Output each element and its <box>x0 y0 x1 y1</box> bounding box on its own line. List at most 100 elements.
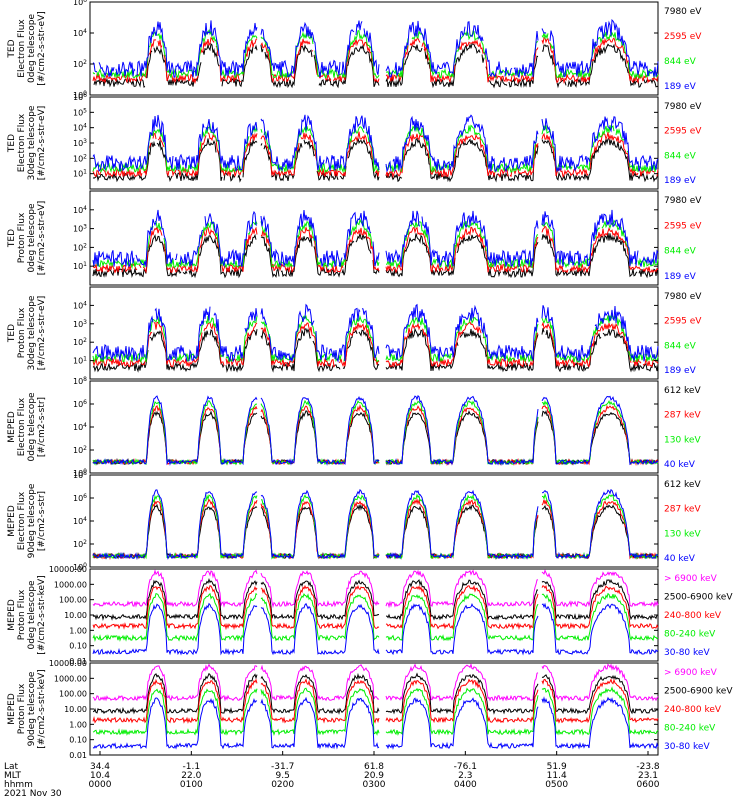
trace-287-kev <box>92 497 659 561</box>
y-axis-title-line: [#/cm2-s-str] <box>37 397 47 457</box>
y-tick-label: 103 <box>73 319 87 329</box>
legend-entry: 189 eV <box>664 366 697 376</box>
trace--6900-kev <box>92 569 659 609</box>
y-axis-title-line: [#/cm2-s-str-keV] <box>37 575 47 654</box>
panel-6: 100 102 104 106 108 MEPED Electron Flux 90deg t… <box>7 470 701 572</box>
legend-entry: 2595 eV <box>664 127 702 137</box>
y-axis-title-line: Proton Flux <box>17 589 27 640</box>
y-axis-title-line: MEPED <box>7 693 17 725</box>
legend-entry: > 6900 keV <box>664 668 718 678</box>
y-tick-label: 101 <box>73 356 87 366</box>
y-tick-exponent: 1 <box>83 169 87 176</box>
y-axis-title-line: TED <box>7 39 17 58</box>
trace-189-ev <box>92 303 659 363</box>
y-tick-label: 106 <box>73 0 87 7</box>
y-axis-title-line: 0deg telescope <box>27 14 37 84</box>
trace-189-ev <box>92 19 659 78</box>
y-axis-title-line: Electron Flux <box>17 491 27 550</box>
legend-entry: 612 keV <box>664 480 701 490</box>
y-tick-exponent: 1 <box>83 261 87 268</box>
legend-entry: 130 keV <box>664 435 701 445</box>
y-axis-title-line: MEPED <box>7 599 17 631</box>
x-tick-hhmm: 0400 <box>454 780 477 790</box>
legend-entry: 2595 eV <box>664 317 702 327</box>
y-tick-label: 10.00 <box>64 705 87 714</box>
y-tick-label: 101 <box>73 169 87 179</box>
y-tick-label: 1000.00 <box>54 580 87 589</box>
y-tick-label: 102 <box>73 337 87 347</box>
y-tick-exponent: 0 <box>83 468 87 475</box>
x-tick-mlt: 11.4 <box>547 771 567 781</box>
y-tick-label: 102 <box>73 445 87 455</box>
panel-5: 100 102 104 106 108 MEPED Electron Flux 0deg te… <box>7 376 701 478</box>
panel-7: 0.01 0.10 1.00 10.00 100.00 1000.00 10000.00 ME… <box>7 565 733 666</box>
trace-130-kev <box>92 399 659 466</box>
y-tick-exponent: 6 <box>83 399 87 406</box>
trace-40-kev <box>92 395 659 466</box>
y-tick-exponent: 5 <box>83 107 87 114</box>
y-tick-label: 10000.00 <box>49 659 87 668</box>
panel-8: 0.01 0.10 1.00 10.00 100.00 1000.00 10000.00 ME… <box>7 659 733 760</box>
y-tick-exponent: 2 <box>83 539 87 546</box>
y-tick-exponent: 2 <box>83 59 87 66</box>
y-tick-label: 104 <box>73 28 87 38</box>
x-tick-hhmm: 0100 <box>180 780 203 790</box>
y-tick-label: 10.00 <box>64 611 87 620</box>
y-tick-exponent: 8 <box>83 376 87 383</box>
y-tick-label: 100.00 <box>59 596 87 605</box>
y-axis-title-line: Electron Flux <box>17 397 27 456</box>
trace-40-kev <box>92 488 659 560</box>
y-tick-label: 108 <box>73 376 87 386</box>
legend-entry: 844 eV <box>664 247 697 257</box>
y-axis-title-line: [#/cm2-s-str-eV] <box>37 201 47 276</box>
y-tick-label: 104 <box>73 516 87 526</box>
y-tick-label: 102 <box>73 153 87 163</box>
y-axis-title-line: 30deg telescope <box>27 105 37 180</box>
y-axis-title-line: [#/cm2-s-str-eV] <box>37 106 47 181</box>
x-tick-lat: -76.1 <box>454 762 477 772</box>
axis-row-label-lat: Lat <box>4 762 19 772</box>
y-tick-exponent: 3 <box>83 138 87 145</box>
y-tick-label: 100.00 <box>59 690 87 699</box>
x-tick-hhmm: 0200 <box>271 780 294 790</box>
legend-entry: 130 keV <box>664 529 701 539</box>
y-tick-exponent: 4 <box>83 205 87 212</box>
y-tick-exponent: 4 <box>83 300 87 307</box>
legend-entry: 80-240 keV <box>664 630 716 640</box>
x-tick-lat: 61.8 <box>364 762 384 772</box>
legend-entry: 40 keV <box>664 554 696 564</box>
trace--6900-kev <box>92 662 659 702</box>
legend-entry: 2500-6900 keV <box>664 687 733 697</box>
x-tick-mlt: 20.9 <box>364 771 384 781</box>
legend-entry: 287 keV <box>664 505 701 515</box>
y-tick-label: 0.10 <box>69 736 87 745</box>
x-tick-mlt: 22.0 <box>181 771 201 781</box>
y-axis-title-line: [#/cm2-s-str] <box>37 491 47 551</box>
trace-612-kev <box>92 503 659 560</box>
y-axis-title-line: [#/cm2-s-str-keV] <box>37 669 47 748</box>
legend-entry: 240-800 keV <box>664 611 722 621</box>
y-tick-label: 104 <box>73 123 87 133</box>
y-tick-exponent: 4 <box>83 516 87 523</box>
trace-189-ev <box>92 209 659 268</box>
y-tick-exponent: 2 <box>83 337 87 344</box>
legend-entry: 2595 eV <box>664 32 702 42</box>
y-tick-label: 10000.00 <box>49 565 87 574</box>
y-tick-label: 0.01 <box>69 751 87 760</box>
trace-7980-ev <box>92 327 659 373</box>
y-tick-exponent: 2 <box>83 153 87 160</box>
legend-entry: 40 keV <box>664 460 696 470</box>
y-axis-title-line: 0deg telescope <box>27 203 37 273</box>
y-tick-label: 0.10 <box>69 642 87 651</box>
y-tick-label: 100 <box>73 562 87 572</box>
y-tick-label: 1000.00 <box>54 674 87 683</box>
y-tick-label: 102 <box>73 59 87 69</box>
y-tick-label: 106 <box>73 92 87 102</box>
y-tick-exponent: 4 <box>83 422 87 429</box>
legend-entry: 844 eV <box>664 151 697 161</box>
x-tick-mlt: 23.1 <box>638 771 658 781</box>
y-tick-exponent: 6 <box>83 92 87 99</box>
